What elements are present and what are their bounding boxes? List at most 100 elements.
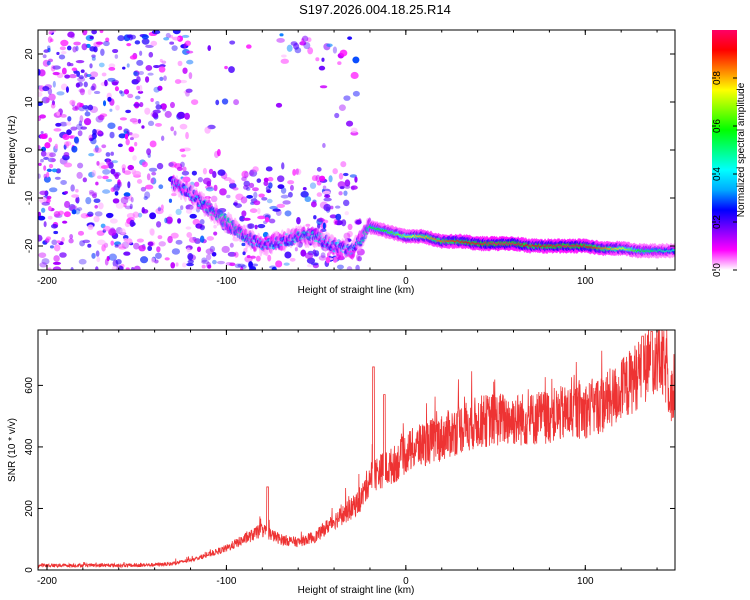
heatmap-cell <box>136 85 140 91</box>
heatmap-cell <box>216 260 226 265</box>
heatmap-cell <box>150 177 155 184</box>
heatmap-cell <box>47 36 53 43</box>
heatmap-cell <box>82 177 87 183</box>
heatmap-cell <box>151 257 156 263</box>
heatmap-cell <box>161 135 165 141</box>
heatmap-cell <box>98 202 104 210</box>
heatmap-cell <box>126 34 132 39</box>
heatmap-cell <box>271 266 277 270</box>
heatmap-cell <box>185 88 193 93</box>
heatmap-cell <box>241 210 247 217</box>
y-tick-label: 0 <box>24 147 35 153</box>
heatmap-cell <box>106 255 110 262</box>
heatmap-cell <box>94 204 98 209</box>
heatmap-cell <box>114 191 119 196</box>
heatmap-cell <box>147 72 154 76</box>
snr-y-axis: 0 200 400 600 <box>24 377 675 573</box>
snr-y-label: SNR (10 * v/v) <box>7 418 18 482</box>
heatmap-cell <box>168 161 178 168</box>
heatmap-cell <box>252 187 259 192</box>
heatmap-cell <box>338 172 344 180</box>
x-tick-label: 0 <box>403 276 409 287</box>
heatmap-cell <box>284 251 292 259</box>
heatmap-cell <box>82 30 88 36</box>
heatmap-ridge-cell <box>672 249 675 252</box>
heatmap-cell <box>277 184 285 189</box>
heatmap-cell <box>309 182 317 189</box>
heatmap-cell <box>333 218 338 226</box>
heatmap-cell <box>92 128 97 135</box>
heatmap-cell <box>50 38 54 42</box>
snr-series-line <box>38 330 675 569</box>
heatmap-cell <box>76 171 83 179</box>
heatmap-cell <box>191 170 197 176</box>
heatmap-cell <box>323 197 332 202</box>
heatmap-cell <box>275 260 283 268</box>
heatmap-cell <box>125 109 132 114</box>
heatmap-cell <box>48 30 57 33</box>
heatmap-cell <box>316 192 323 197</box>
heatmap-cell <box>93 41 101 48</box>
y-tick-label: 10 <box>24 96 35 108</box>
heatmap-cell <box>347 230 353 238</box>
heatmap-cell <box>102 40 110 47</box>
heatmap-cell <box>77 81 83 87</box>
heatmap-cell <box>279 33 284 37</box>
heatmap-cell <box>76 123 83 130</box>
heatmap-cell <box>319 85 328 89</box>
heatmap-cell <box>242 251 246 256</box>
heatmap-cell <box>312 249 317 255</box>
heatmap-cell <box>101 72 107 77</box>
heatmap-cell <box>150 228 155 236</box>
heatmap-cell <box>186 50 194 54</box>
heatmap-cell <box>72 46 77 53</box>
heatmap-cell <box>179 123 188 130</box>
heatmap-cell <box>144 107 151 115</box>
y-tick-label: 0 <box>24 567 35 573</box>
heatmap-cell <box>91 56 96 61</box>
heatmap-cell <box>205 186 215 192</box>
heatmap-cell <box>63 162 73 168</box>
heatmap-cell <box>221 245 230 254</box>
heatmap-cell <box>175 208 182 215</box>
heatmap-cell <box>131 133 140 139</box>
heatmap-cell <box>123 238 129 242</box>
heatmap-cell <box>93 147 102 154</box>
heatmap-cell <box>123 251 131 256</box>
heatmap-cell <box>50 103 56 109</box>
heatmap-cell <box>69 99 76 106</box>
snr-frame <box>37 329 676 571</box>
heatmap-cell <box>156 246 161 253</box>
heatmap-cell <box>49 245 54 249</box>
heatmap-cell <box>158 66 166 73</box>
heatmap-cell <box>347 223 353 231</box>
heatmap-cell <box>186 247 191 253</box>
heatmap-cell <box>194 238 201 244</box>
heatmap-cell <box>38 115 42 122</box>
heatmap-cell <box>332 46 338 54</box>
heatmap-cell <box>248 182 255 188</box>
heatmap-cell <box>91 30 98 35</box>
heatmap-cell <box>346 266 353 270</box>
heatmap-cell <box>232 187 239 191</box>
heatmap-cell <box>345 120 354 127</box>
heatmap-cell <box>283 262 290 266</box>
heatmap-cell <box>186 231 193 238</box>
heatmap-cell <box>52 266 62 270</box>
heatmap-cell <box>120 196 129 205</box>
heatmap-cell <box>48 93 56 101</box>
heatmap-cell <box>60 180 67 185</box>
heatmap-cell <box>52 80 56 88</box>
heatmap-cell <box>89 63 93 69</box>
heatmap-cell <box>189 205 198 211</box>
heatmap-cell <box>94 211 103 217</box>
colorbar: 0.0 0.2 0.4 0.6 0.8 Normalized spectral ampl… <box>712 30 747 277</box>
heatmap-cell <box>156 221 162 228</box>
heatmap-cell <box>164 110 172 118</box>
heatmap-cell <box>201 257 207 263</box>
heatmap-x-label: Height of straight line (km) <box>298 285 415 296</box>
heatmap-cell <box>160 204 164 211</box>
heatmap-cell <box>42 85 50 92</box>
heatmap-cell <box>97 130 104 137</box>
heatmap-cell <box>41 207 46 213</box>
